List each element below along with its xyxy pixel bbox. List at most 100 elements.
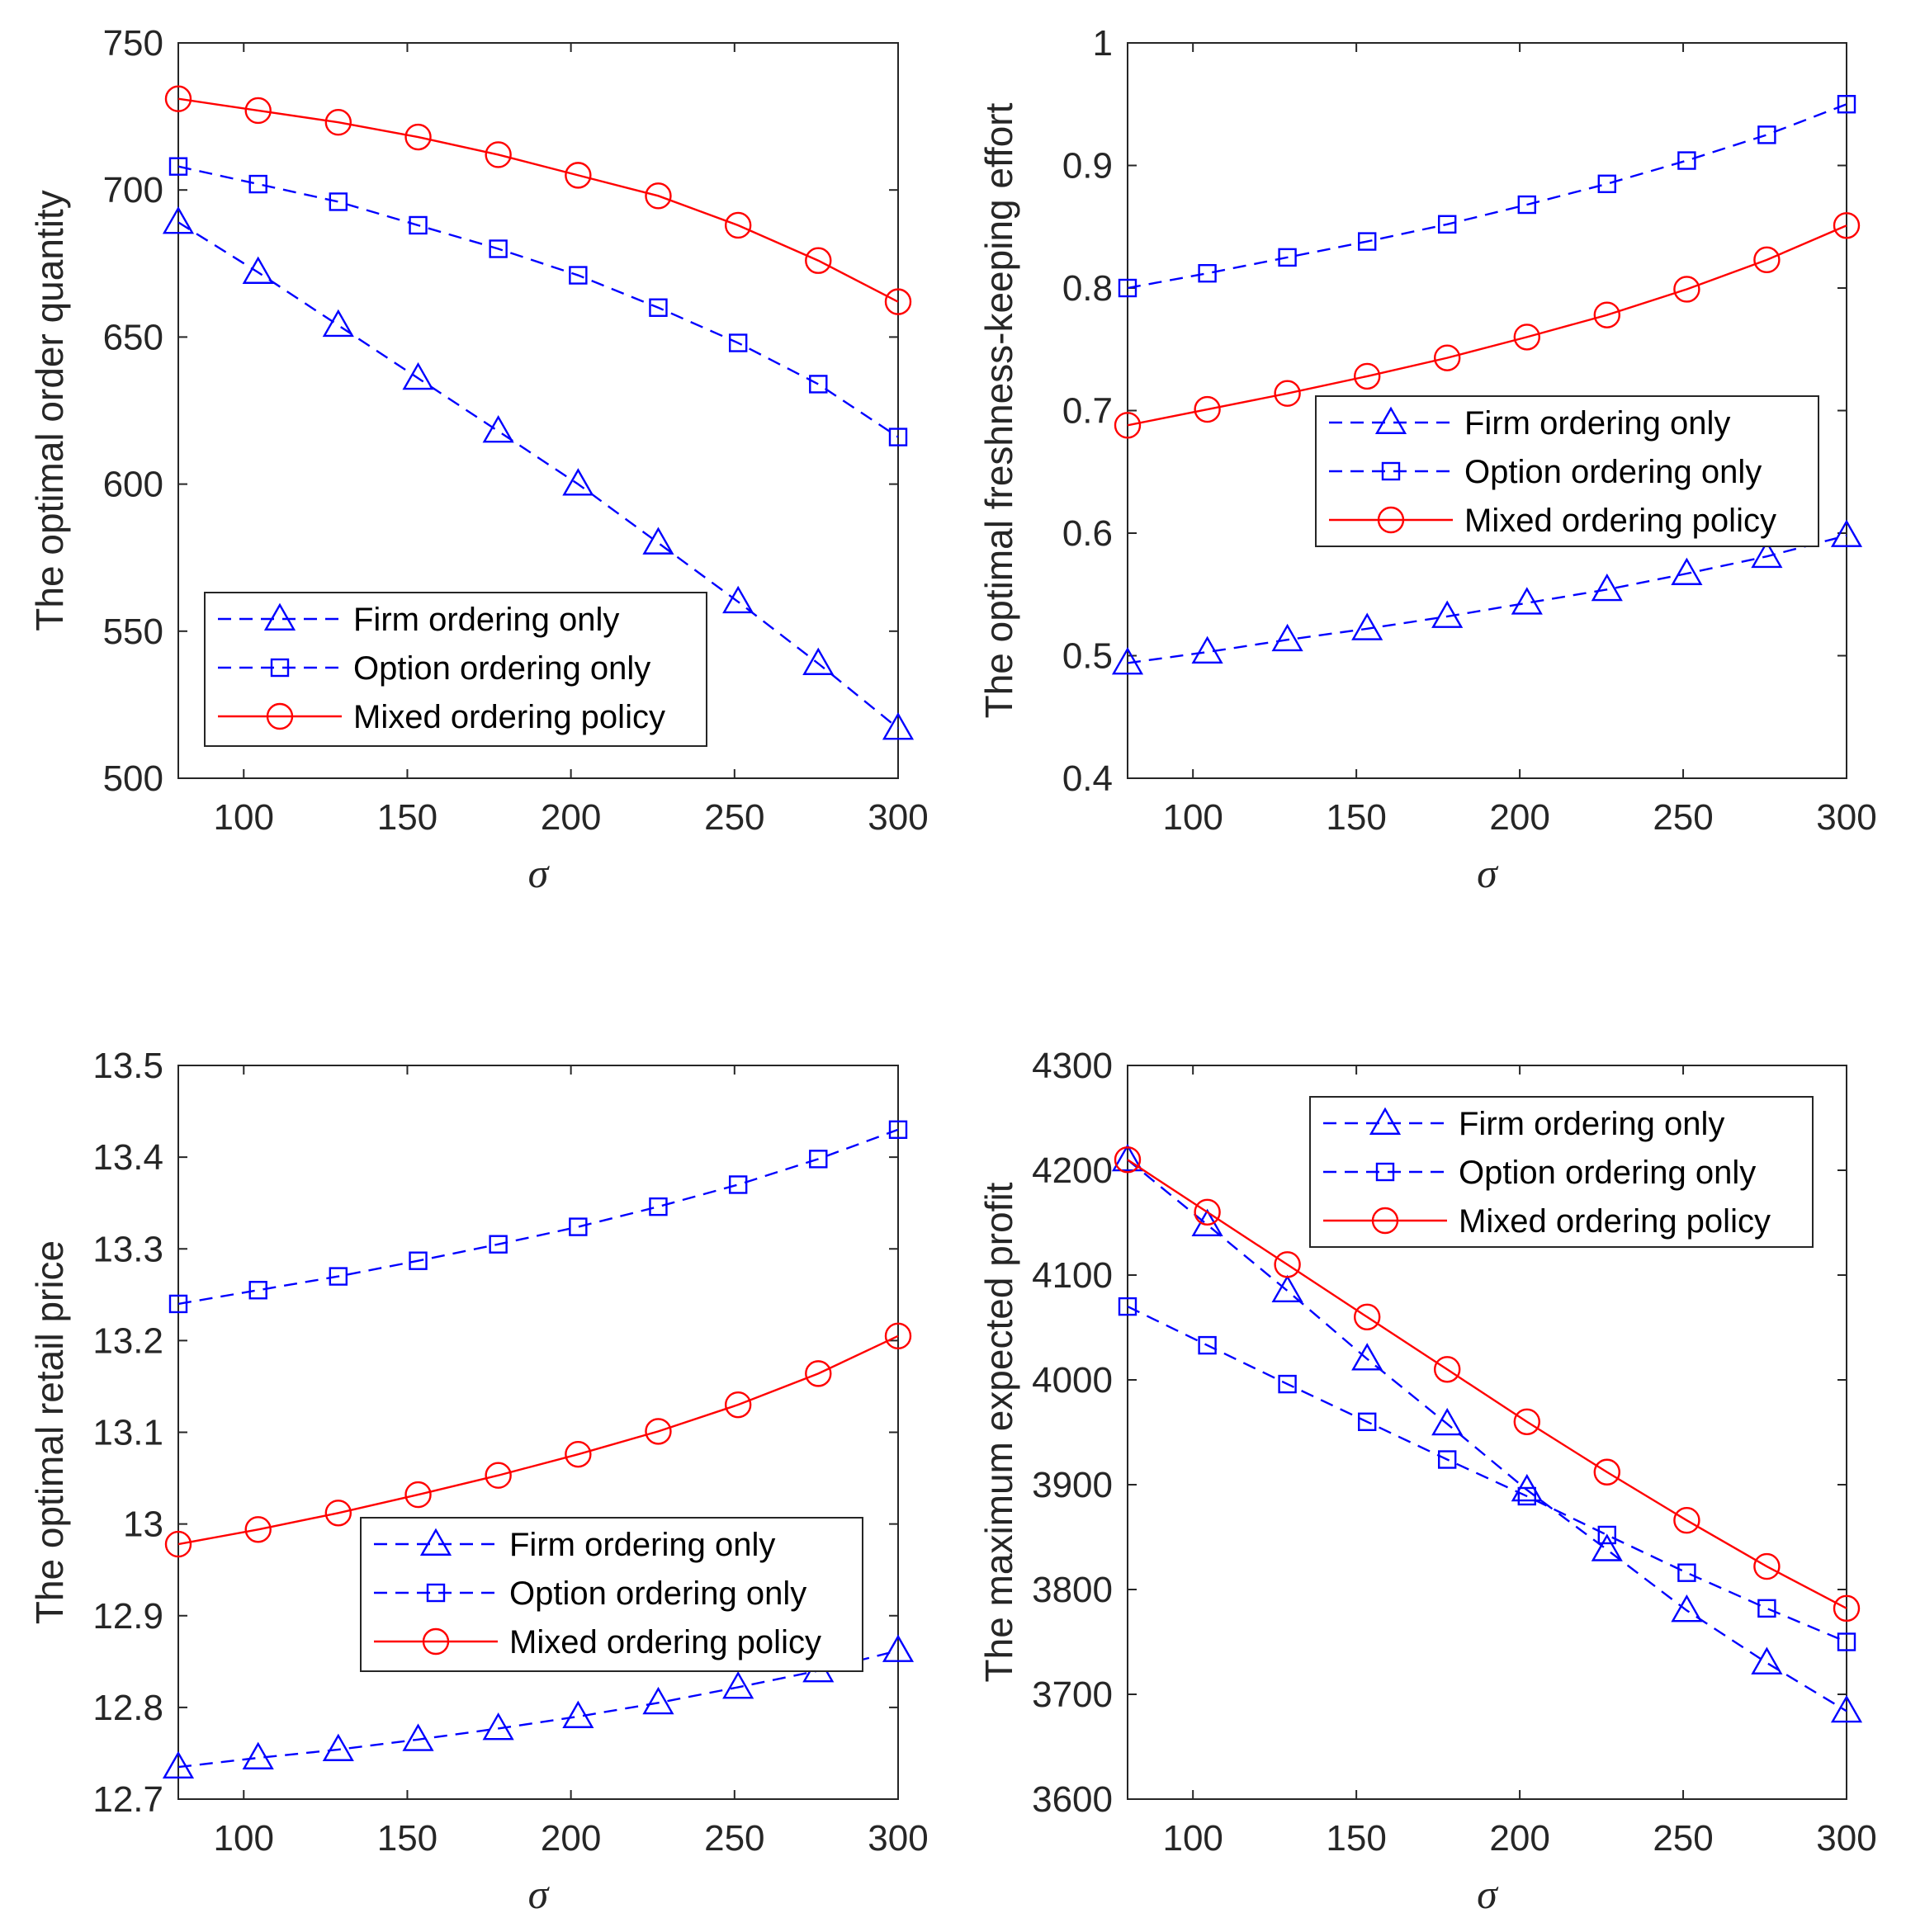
series-line-triangle <box>1127 1159 1847 1712</box>
x-tick-label: 150 <box>377 1818 437 1859</box>
data-point-circle <box>645 182 672 210</box>
data-point-circle <box>1194 1198 1221 1226</box>
data-point-square <box>569 266 588 285</box>
legend-marker-square <box>1381 461 1401 481</box>
data-point-triangle <box>1271 1274 1303 1303</box>
x-tick-label: 250 <box>704 1818 764 1859</box>
data-point-square <box>1358 232 1377 251</box>
legend-marker-circle <box>266 702 294 730</box>
data-point-square <box>1118 278 1137 298</box>
data-point-circle <box>1433 344 1461 371</box>
data-point-circle <box>724 1391 752 1419</box>
data-point-square <box>1757 1599 1776 1618</box>
data-point-triangle <box>1830 1694 1863 1723</box>
series-line-circle <box>1127 224 1847 427</box>
y-tick-label: 4300 <box>1032 1046 1113 1086</box>
legend-label: Mixed ordering policy <box>1464 503 1776 539</box>
x-axis-label: σ <box>1477 850 1499 896</box>
legend-marker-triangle <box>263 602 296 631</box>
x-tick-label: 100 <box>214 797 274 838</box>
y-tick-label: 13 <box>123 1505 163 1545</box>
series-line-triangle <box>177 221 899 730</box>
data-point-square <box>888 1120 908 1139</box>
series-line-triangle <box>177 1649 899 1769</box>
legend-label: Firm ordering only <box>353 602 619 638</box>
legend-label: Mixed ordering policy <box>509 1624 821 1660</box>
data-point-circle <box>1274 380 1301 407</box>
data-point-square <box>329 192 348 211</box>
data-point-triangle <box>1511 587 1543 615</box>
y-tick-label: 0.9 <box>1062 146 1113 187</box>
x-tick-label: 150 <box>1326 797 1386 838</box>
data-point-circle <box>404 1481 432 1509</box>
data-point-circle <box>645 1418 672 1445</box>
data-point-triangle <box>322 309 354 338</box>
legend-label: Firm ordering only <box>1459 1106 1724 1142</box>
y-tick-label: 4100 <box>1032 1255 1113 1296</box>
data-point-triangle <box>562 468 594 496</box>
data-point-circle <box>1354 362 1381 390</box>
legend-box <box>1315 395 1819 547</box>
x-axis-label: σ <box>1477 1871 1499 1917</box>
data-point-circle <box>884 1322 912 1350</box>
series-line-circle <box>177 1334 899 1546</box>
data-point-circle <box>164 85 192 112</box>
data-point-circle <box>805 1360 832 1387</box>
data-point-circle <box>485 141 512 168</box>
data-point-triangle <box>322 1733 354 1761</box>
data-point-circle <box>324 109 352 136</box>
data-point-square <box>1837 95 1856 114</box>
data-point-square <box>888 427 908 446</box>
data-point-triangle <box>1111 1143 1144 1172</box>
y-tick-label: 12.8 <box>92 1688 163 1728</box>
chart-panel-4: 100 150 200 250 300 3600 3700 3800 3900 4000 4100 4… <box>977 1046 1877 1917</box>
y-tick-label: 4200 <box>1032 1150 1113 1191</box>
data-point-triangle <box>1191 635 1223 664</box>
data-point-circle <box>1274 1251 1301 1278</box>
x-axis-label: σ <box>528 850 551 896</box>
y-tick-label: 600 <box>103 465 163 505</box>
y-axis-label: The optimal retail price <box>28 1240 71 1624</box>
y-tick-label: 13.1 <box>92 1413 163 1453</box>
data-point-triangle <box>1671 557 1703 585</box>
y-tick-label: 13.4 <box>92 1137 163 1178</box>
data-point-square <box>168 157 188 176</box>
chart-panel-3: 100 150 200 250 300 12.7 12.8 12.9 13 13.1 13.2 13.… <box>28 1046 929 1917</box>
data-point-square <box>1198 1335 1217 1355</box>
x-tick-label: 100 <box>214 1818 274 1859</box>
plot-area-frame <box>1127 1065 1847 1800</box>
data-point-square <box>489 1235 508 1254</box>
data-point-triangle <box>1431 1407 1464 1436</box>
y-axis-label: The maximum expected profit <box>977 1182 1020 1682</box>
data-point-triangle <box>1751 1646 1783 1675</box>
data-point-circle <box>805 247 832 274</box>
legend: Firm ordering only Option ordering only Mi… <box>360 1517 863 1672</box>
x-tick-label: 250 <box>1653 1818 1713 1859</box>
series-line-square <box>1127 1306 1847 1643</box>
x-tick-label: 200 <box>541 797 601 838</box>
y-tick-label: 13.5 <box>92 1046 163 1086</box>
data-point-square <box>1198 263 1217 283</box>
data-point-square <box>649 1197 668 1216</box>
x-tick-label: 300 <box>868 1818 928 1859</box>
series-line-circle <box>177 97 899 303</box>
data-point-triangle <box>242 1741 274 1769</box>
x-tick-label: 250 <box>1653 797 1713 838</box>
data-point-square <box>1437 215 1457 234</box>
data-point-square <box>1517 1486 1537 1506</box>
legend-label: Mixed ordering policy <box>1459 1203 1771 1240</box>
data-point-triangle <box>1751 540 1783 569</box>
data-point-triangle <box>1111 646 1144 675</box>
data-point-circle <box>1194 395 1221 423</box>
data-point-circle <box>724 211 752 239</box>
data-point-square <box>1597 174 1616 193</box>
x-tick-label: 200 <box>1489 1818 1549 1859</box>
plot-area-frame <box>177 42 899 779</box>
data-point-circle <box>1114 1146 1142 1174</box>
data-point-triangle <box>642 1686 674 1715</box>
data-point-circle <box>565 162 592 189</box>
data-point-triangle <box>162 1750 195 1779</box>
data-point-triangle <box>1351 612 1383 640</box>
data-point-square <box>809 1150 828 1169</box>
data-point-triangle <box>1431 600 1464 628</box>
